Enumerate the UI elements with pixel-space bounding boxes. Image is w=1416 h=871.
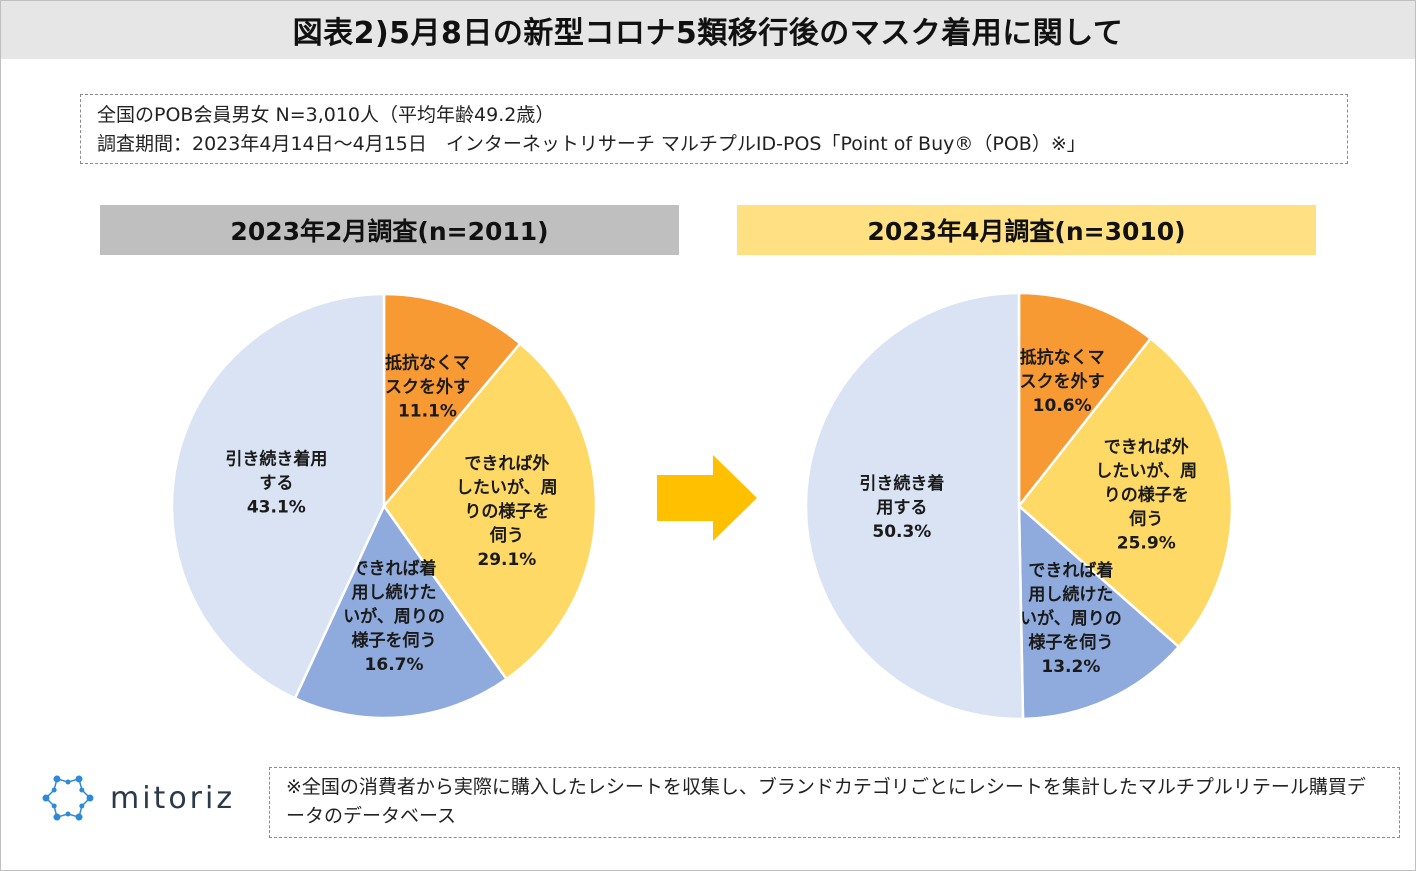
pie-slice-1-0: [1017, 291, 1153, 510]
chart-title-feb: 2023年2月調査(n=2011): [100, 205, 679, 255]
slice-label-1-1: できれば外したいが、周りの様子を伺う 25.9%: [1095, 436, 1197, 553]
survey-info-box: 全国のPOB会員男女 N=3,010人（平均年齢49.2歳） 調査期間：2023…: [80, 94, 1348, 164]
pie-chart-apr: 抵抗なくマスクを外す 10.6% できれば外したいが、周りの様子を伺う 25.9%でき…: [804, 291, 1234, 721]
survey-line-1: 全国のPOB会員男女 N=3,010人（平均年齢49.2歳）: [97, 104, 555, 126]
slice-label-1-0: 抵抗なくマスクを外す 10.6%: [1020, 347, 1105, 416]
slice-label-0-3: 引き続き着用する 43.1%: [225, 448, 327, 517]
footnote: ※全国の消費者から実際に購入したレシートを収集し、ブランドカテゴリごとにレシート…: [269, 767, 1400, 838]
mitoriz-logo: mitoriz: [36, 768, 256, 828]
title-bar: 図表2)5月8日の新型コロナ5類移行後のマスク着用に関して: [1, 1, 1415, 59]
slice-label-1-2: できれば着用し続けたいが、周りの様子を伺う 13.2%: [1020, 560, 1122, 677]
pie-slice-0-2: [293, 503, 509, 720]
pie-slice-1-2: [1017, 503, 1181, 721]
page-title: 図表2)5月8日の新型コロナ5類移行後のマスク着用に関して: [292, 16, 1124, 51]
arrow-right-icon: [657, 455, 757, 541]
pie-slice-1-3: [804, 291, 1025, 721]
mitoriz-logo-icon: [42, 775, 94, 821]
chart-title-apr: 2023年4月調査(n=3010): [737, 205, 1316, 255]
logo-ring: [44, 777, 92, 819]
slice-label-0-0: 抵抗なくマスクを外す 11.1%: [385, 352, 470, 421]
pie-chart-feb: 抵抗なくマスクを外す 11.1% できれば外したいが、周りの様子を伺う 29.1%でき…: [170, 292, 598, 720]
pie-slice-0-0: [382, 292, 522, 510]
pie-slice-1-1: [1017, 336, 1234, 649]
slice-label-0-1: できれば外したいが、周りの様子を伺う 29.1%: [456, 453, 558, 570]
pie-slice-0-1: [382, 341, 598, 681]
slice-label-1-3: 引き続き着用する 50.3%: [859, 473, 944, 542]
pie-slice-0-3: [170, 292, 386, 701]
logo-text: mitoriz: [110, 780, 236, 816]
survey-line-2: 調査期間：2023年4月14日～4月15日 インターネットリサーチ マルチプルI…: [97, 133, 1086, 155]
slice-label-0-2: できれば着用し続けたいが、周りの様子を伺う 16.7%: [343, 558, 445, 675]
